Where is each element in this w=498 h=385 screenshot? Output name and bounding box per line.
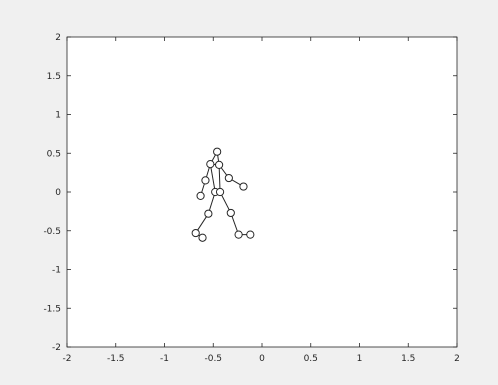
data-point-2 bbox=[215, 160, 224, 169]
y-tick-label: 1 bbox=[55, 111, 61, 121]
y-tick-label: -1.5 bbox=[43, 304, 61, 314]
x-tick-label: 0.5 bbox=[304, 354, 318, 364]
data-point-8 bbox=[215, 187, 225, 197]
y-tick-label: -1 bbox=[52, 266, 61, 276]
data-points bbox=[191, 147, 255, 242]
data-point-1 bbox=[206, 160, 215, 169]
data-point-6 bbox=[239, 182, 248, 191]
x-tick-label: -1.5 bbox=[107, 354, 125, 364]
data-point-3 bbox=[201, 176, 210, 185]
skeleton-segment-7 bbox=[209, 164, 216, 193]
data-point-4 bbox=[224, 173, 233, 183]
x-tick-label: 0 bbox=[259, 354, 265, 364]
y-tick-label: 0 bbox=[55, 188, 61, 198]
y-tick-label: -2 bbox=[52, 343, 61, 353]
x-tick-label: -0.5 bbox=[204, 354, 222, 364]
x-tick-label: -1 bbox=[160, 354, 169, 364]
y-axis-ticks: -2 -1.5 -1 -0.5 0 0.5 1 1.5 2 bbox=[43, 33, 457, 353]
data-point-12 bbox=[198, 233, 207, 242]
data-point-10 bbox=[226, 208, 235, 218]
x-tick-label: 2 bbox=[454, 354, 460, 364]
data-point-5 bbox=[196, 191, 205, 200]
y-tick-label: 2 bbox=[55, 33, 61, 43]
axes-background bbox=[67, 37, 457, 347]
data-point-0 bbox=[213, 147, 222, 156]
x-tick-label: 1 bbox=[357, 354, 363, 364]
skeleton-segment-8 bbox=[218, 164, 221, 193]
data-point-14 bbox=[246, 230, 255, 239]
x-tick-label: -2 bbox=[63, 354, 72, 364]
y-tick-label: 0.5 bbox=[47, 149, 61, 159]
x-axis-ticks: -2 -1.5 -1 -0.5 0 0.5 1 1.5 2 bbox=[63, 37, 460, 364]
data-point-13 bbox=[234, 230, 243, 239]
y-tick-label: -0.5 bbox=[43, 227, 61, 237]
x-tick-label: 1.5 bbox=[401, 354, 415, 364]
data-point-11 bbox=[191, 228, 200, 238]
data-point-9 bbox=[204, 209, 213, 218]
y-tick-label: 1.5 bbox=[47, 72, 61, 82]
